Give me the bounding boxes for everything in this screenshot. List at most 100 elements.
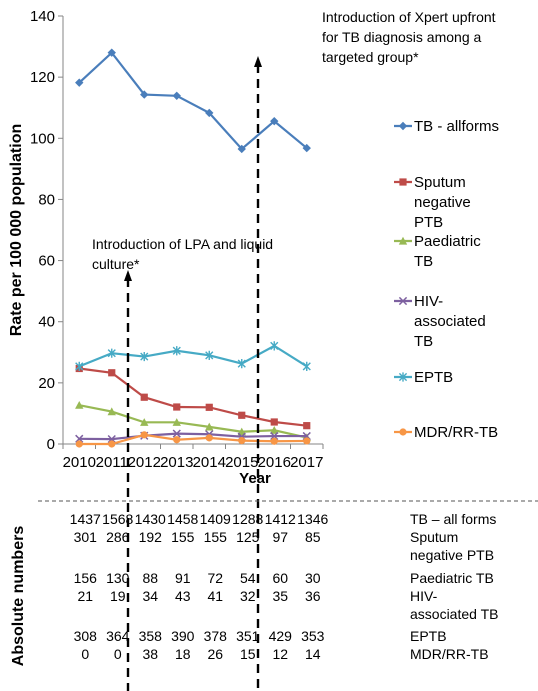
table-row-label: HIV-: [410, 588, 438, 604]
data-point: [108, 369, 116, 377]
y-tick-label: 60: [38, 253, 55, 270]
table-cell: 390: [171, 628, 195, 644]
series-line: [78, 344, 308, 368]
table-row-label: associated TB: [410, 606, 498, 622]
series-line: [79, 433, 307, 446]
annotation-xpert: Introduction of Xpert upfront for TB diag…: [254, 9, 496, 691]
table-side-label: Absolute numbers: [10, 526, 27, 667]
table-cell: 36: [305, 588, 321, 604]
data-point: [107, 407, 116, 416]
table-cell: 85: [305, 529, 321, 545]
data-point: [75, 78, 84, 87]
x-axis-title: Year: [239, 470, 271, 487]
x-tick-label: 2013: [160, 454, 193, 471]
data-point: [270, 437, 278, 445]
series-layer: [75, 48, 311, 448]
legend-label: Paediatric: [414, 233, 481, 250]
table-row: 308 364 358 390 378 351 429 353 EPTB: [74, 628, 447, 644]
table-cell: 32: [240, 588, 256, 604]
series-1: [75, 364, 311, 430]
table-cell: 38: [142, 646, 158, 662]
data-point: [172, 91, 181, 100]
series-line: [78, 51, 308, 151]
y-axis-title: Rate per 100 000 population: [8, 124, 25, 337]
legend-item: MDR/RR-TB: [394, 424, 498, 441]
data-point: [302, 361, 311, 371]
legend-item: Sputum negative PTB: [394, 174, 471, 231]
series-2: [75, 400, 311, 442]
table-cell: 21: [77, 588, 93, 604]
x-tick-label: 2010: [63, 454, 96, 471]
data-point: [270, 116, 279, 126]
data-point: [75, 434, 84, 443]
table-cell: 308: [74, 628, 98, 644]
data-point: [205, 434, 213, 442]
series-0: [75, 48, 311, 154]
legend-label: HIV-: [414, 293, 443, 310]
table-cell: 353: [301, 628, 325, 644]
legend-label: Sputum: [414, 174, 466, 191]
legend-item: Paediatric TB: [394, 233, 481, 270]
table-cell: 26: [207, 646, 223, 662]
table-cell: 41: [207, 588, 223, 604]
y-tick-label: 20: [38, 375, 55, 392]
table-cell: 72: [207, 570, 223, 586]
series-5: [75, 431, 311, 448]
data-point: [140, 431, 148, 439]
table-row-label: negative PTB: [410, 547, 494, 563]
data-point: [270, 341, 279, 351]
table-cell: 429: [269, 628, 293, 644]
table-row: 21 19 34 43 41 32 35 36 HIV-associated TB: [77, 588, 498, 622]
legend-label: negative: [414, 194, 471, 211]
data-point: [237, 358, 246, 369]
x-tick-label: 2011: [96, 454, 128, 471]
data-point: [270, 426, 279, 434]
data-point: [108, 440, 116, 448]
data-point: [140, 418, 149, 426]
series-line: [79, 432, 307, 441]
data-table: Absolute numbers 1437 1568 1430 1458 1409 1288…: [10, 500, 538, 667]
data-point: [75, 440, 83, 448]
data-point: [237, 427, 246, 436]
x-tick-label: 2017: [290, 454, 323, 471]
table-cell: 155: [204, 529, 228, 545]
y-tick-label: 80: [38, 191, 55, 208]
table-cell: 130: [106, 570, 130, 586]
data-point: [173, 403, 181, 411]
legend-label: MDR/RR-TB: [414, 424, 498, 441]
annotation-text: culture*: [92, 256, 140, 272]
annotation-text: targeted group*: [322, 49, 419, 65]
y-tick-label: 140: [30, 8, 55, 25]
data-point: [238, 411, 246, 419]
legend-marker: [398, 296, 408, 306]
data-point: [205, 422, 214, 431]
x-tick-label: 2015: [225, 454, 258, 471]
table-cell: 34: [142, 588, 158, 604]
table-row: 156 130 88 91 72 54 60 30 Paediatric TB: [74, 570, 494, 586]
legend-marker: [399, 428, 407, 436]
data-point: [140, 351, 149, 362]
table-row-label: MDR/RR-TB: [410, 646, 489, 662]
data-point: [303, 437, 311, 445]
table-cell: 0: [114, 646, 122, 662]
table-row: 1437 1568 1430 1458 1409 1288 1412 1346 TB – all…: [70, 511, 497, 527]
x-tick-label: 2012: [128, 454, 161, 471]
legend-item: HIV-associated TB: [394, 293, 486, 350]
table-row-label: Paediatric TB: [410, 570, 494, 586]
table-cell: 378: [204, 628, 228, 644]
table-cell: 1568: [102, 511, 133, 527]
table-cell: 156: [74, 570, 98, 586]
annotation-text: for TB diagnosis among a: [322, 29, 481, 45]
table-cell: 1346: [297, 511, 328, 527]
annotation-text: Introduction of LPA and liquid: [92, 236, 273, 252]
x-tick-label: 2016: [258, 454, 291, 471]
table-cell: 60: [272, 570, 288, 586]
data-point: [107, 348, 116, 358]
series-line: [79, 404, 307, 439]
table-cell: 97: [272, 529, 288, 545]
legend-marker: [398, 372, 408, 382]
table-cell: 351: [236, 628, 260, 644]
table-cell: 15: [240, 646, 256, 662]
data-point: [270, 418, 278, 426]
